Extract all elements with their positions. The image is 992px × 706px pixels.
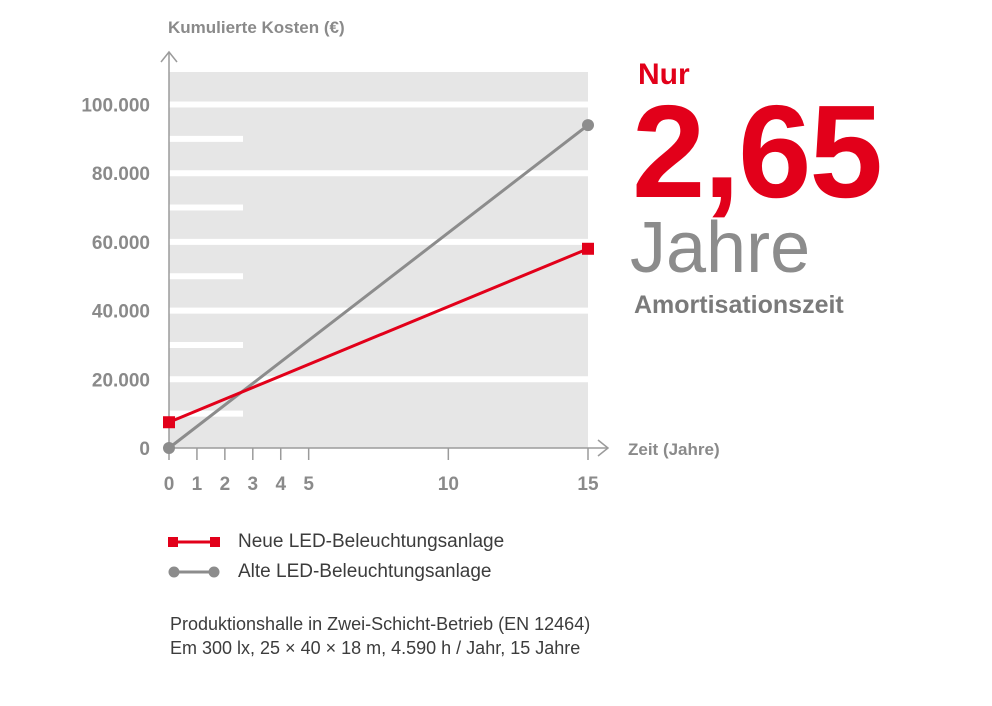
x-tick-label: 10 xyxy=(438,474,459,495)
x-tick-label: 1 xyxy=(192,474,203,495)
plot-background xyxy=(169,72,588,448)
series-line-new xyxy=(168,247,589,424)
legend-item-old: Alte LED-Beleuchtungsanlage xyxy=(168,557,504,587)
x-axis-label: Zeit (Jahre) xyxy=(628,440,720,459)
y-tick-label: 0 xyxy=(139,439,150,460)
y-tick-label: 40.000 xyxy=(92,302,150,323)
legend: Neue LED-Beleuchtungsanlage Alte LED-Bel… xyxy=(168,527,504,587)
grid-lines xyxy=(169,101,588,417)
y-axis-arrow xyxy=(160,50,178,63)
x-tick-label: 15 xyxy=(577,474,599,495)
x-tick-label: 4 xyxy=(275,474,286,495)
y-tick-label: 60.000 xyxy=(92,233,150,254)
legend-marker-circle xyxy=(168,566,220,578)
headline-value: 2,65 xyxy=(632,78,883,225)
x-axis-arrow xyxy=(597,439,610,457)
footnote: Produktionshalle in Zwei-Schicht-Betrieb… xyxy=(170,612,590,660)
point-marker-new xyxy=(163,416,175,429)
point-marker-old xyxy=(582,119,594,132)
legend-label-new: Neue LED-Beleuchtungsanlage xyxy=(238,531,505,552)
series xyxy=(163,119,594,454)
point-marker-old xyxy=(163,442,175,454)
x-tick-label: 3 xyxy=(248,474,259,495)
y-tick-label: 100.000 xyxy=(81,96,150,117)
legend-item-new: Neue LED-Beleuchtungsanlage xyxy=(168,527,504,557)
y-tick-label: 20.000 xyxy=(92,370,150,391)
footnote-line-1: Produktionshalle in Zwei-Schicht-Betrieb… xyxy=(170,614,591,634)
y-tick-label: 80.000 xyxy=(92,164,150,185)
legend-label-old: Alte LED-Beleuchtungsanlage xyxy=(238,561,492,582)
point-marker-new xyxy=(582,242,594,255)
footnote-line-2: Em 300 lx, 25 × 40 × 18 m, 4.590 h / Jah… xyxy=(170,638,581,658)
headline-unit: Jahre xyxy=(630,208,811,288)
y-axis-label: Kumulierte Kosten (€) xyxy=(168,18,345,37)
x-tick-label: 5 xyxy=(303,474,314,495)
axes: Kumulierte Kosten (€) Zeit (Jahre) xyxy=(160,18,720,459)
headline-prefix: Nur xyxy=(638,58,690,91)
legend-marker-square xyxy=(168,537,220,547)
headline-label: Amortisationszeit xyxy=(634,291,844,319)
x-tick-label: 0 xyxy=(164,474,175,495)
x-tick-label: 2 xyxy=(220,474,231,495)
